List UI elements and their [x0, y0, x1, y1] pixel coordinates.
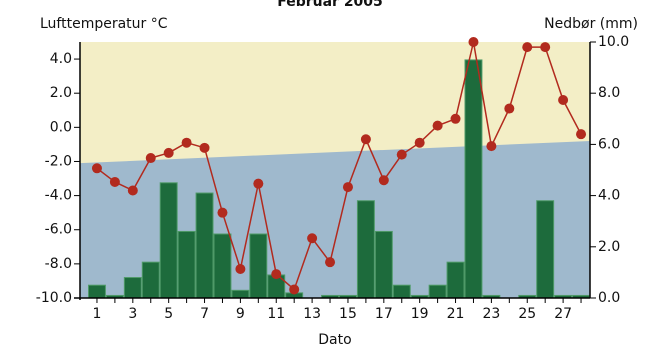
bar	[464, 59, 483, 299]
bar	[195, 192, 214, 299]
x-tick-label: 3	[128, 306, 137, 322]
temperature-point	[163, 147, 174, 158]
temperature-point	[127, 185, 138, 196]
bar	[536, 200, 555, 299]
temperature-point	[217, 207, 228, 218]
x-tick-label: 23	[482, 306, 500, 322]
temperature-point	[289, 284, 300, 295]
temperature-point	[199, 142, 210, 153]
temperature-point	[576, 129, 587, 140]
y-tick-label: 2.0	[50, 85, 72, 101]
temperature-point	[432, 120, 443, 131]
chart-title: Februar 2005	[277, 0, 383, 10]
temperature-point	[450, 113, 461, 124]
bar	[88, 284, 106, 299]
temperature-point	[342, 182, 353, 193]
bar	[231, 289, 250, 299]
x-tick-label: 21	[447, 306, 465, 322]
temperature-point	[414, 137, 425, 148]
x-tick-label: 13	[303, 306, 321, 322]
bar	[213, 233, 232, 299]
temperature-point	[325, 257, 336, 268]
temperature-point	[486, 141, 497, 152]
bar	[428, 284, 447, 299]
x-axis-label: Dato	[318, 332, 351, 348]
x-tick-label: 11	[267, 306, 285, 322]
temperature-point	[271, 269, 282, 280]
x-tick-label: 25	[518, 306, 536, 322]
y-tick-label: -2.0	[45, 153, 72, 169]
x-tick-label: 9	[236, 306, 245, 322]
y-axis-label: Lufttemperatur °C	[40, 16, 168, 32]
temperature-point	[396, 149, 407, 160]
temperature-line	[96, 41, 582, 291]
x-tick-label: 5	[164, 306, 173, 322]
y-tick-label: -8.0	[45, 256, 72, 272]
bar	[356, 200, 375, 299]
y2-tick-label: 6.0	[598, 136, 620, 152]
bar	[141, 261, 160, 299]
bar	[446, 261, 465, 299]
y-tick-label: 0.0	[50, 119, 72, 135]
x-tick-label: 27	[554, 306, 572, 322]
y2-tick-label: 10.0	[598, 34, 629, 50]
temperature-point	[360, 134, 371, 145]
y2-tick-label: 8.0	[598, 85, 620, 101]
temperature-point	[253, 178, 264, 189]
temperature-point	[468, 37, 479, 47]
bar	[249, 233, 268, 299]
y-tick-label: -4.0	[45, 188, 72, 204]
y-tick-label: 4.0	[50, 51, 72, 67]
y2-tick-label: 2.0	[598, 239, 620, 255]
temperature-point	[540, 42, 551, 53]
bar	[123, 277, 142, 299]
y-tick-label: -10.0	[36, 290, 72, 306]
x-tick-label: 15	[339, 306, 357, 322]
y-tick-label: -6.0	[45, 222, 72, 238]
x-tick-label: 19	[411, 306, 429, 322]
y2-tick-label: 4.0	[598, 188, 620, 204]
bar	[159, 182, 178, 299]
temperature-point	[109, 176, 120, 187]
temperature-point	[235, 263, 246, 274]
x-tick-label: 17	[375, 306, 393, 322]
temperature-point	[504, 103, 515, 114]
temperature-point	[145, 153, 156, 164]
x-tick-label: 1	[93, 306, 102, 322]
temperature-point	[378, 175, 389, 186]
y2-axis-label: Nedbør (mm)	[544, 16, 638, 32]
temperature-point	[307, 233, 318, 244]
temperature-point	[91, 163, 102, 174]
bar	[392, 284, 411, 299]
temperature-point	[558, 95, 569, 106]
y2-tick-label: 0.0	[598, 290, 620, 306]
temperature-point	[181, 137, 192, 148]
bar	[177, 230, 196, 299]
temperature-point	[522, 42, 533, 53]
bar	[374, 230, 393, 299]
x-tick-label: 7	[200, 306, 209, 322]
